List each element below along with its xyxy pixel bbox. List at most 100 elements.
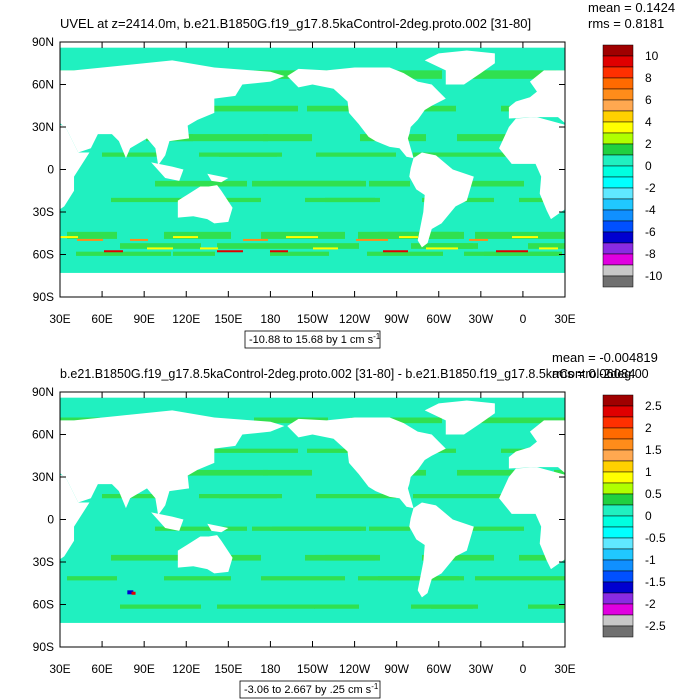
field-patch bbox=[173, 251, 215, 256]
x-tick-label: 90E bbox=[133, 662, 154, 676]
y-tick-label: 60S bbox=[33, 598, 54, 612]
x-tick-label: 120E bbox=[172, 312, 200, 326]
y-tick-label: 0 bbox=[47, 163, 54, 177]
field-patch bbox=[411, 604, 473, 609]
field-patch bbox=[131, 591, 136, 595]
land bbox=[60, 410, 285, 516]
field-patch bbox=[252, 526, 361, 531]
field-patch bbox=[314, 604, 359, 609]
y-tick-label: 90N bbox=[32, 385, 54, 399]
field-patch bbox=[305, 554, 375, 561]
field-patch bbox=[496, 250, 528, 253]
colorbar-box bbox=[602, 405, 634, 418]
colorbar-label: -8 bbox=[645, 247, 656, 261]
y-tick-label: 60N bbox=[32, 78, 54, 92]
field-patch bbox=[104, 250, 123, 253]
colorbar-box bbox=[602, 77, 634, 90]
field-patch bbox=[173, 236, 198, 239]
x-tick-label: 150E bbox=[214, 662, 242, 676]
colorbar-box bbox=[602, 154, 634, 167]
colorbar-box bbox=[602, 482, 634, 495]
x-tick-label: 90W bbox=[384, 662, 409, 676]
colorbar-box bbox=[602, 55, 634, 68]
field-patch bbox=[457, 134, 540, 142]
x-tick-label: 120W bbox=[339, 662, 371, 676]
x-tick-label: 180 bbox=[260, 662, 280, 676]
y-tick-label: 90N bbox=[32, 35, 54, 49]
field-patch bbox=[243, 238, 268, 241]
field-patch bbox=[448, 417, 556, 424]
colorbar-box bbox=[602, 132, 634, 145]
field-patch bbox=[199, 494, 277, 499]
field-patch bbox=[217, 250, 243, 253]
field-patch bbox=[270, 250, 288, 253]
colorbar-box bbox=[602, 176, 634, 189]
field-patch bbox=[164, 231, 231, 239]
field-patch bbox=[356, 238, 388, 241]
field-patch bbox=[60, 236, 78, 239]
field-patch bbox=[519, 554, 565, 561]
rms-label: rms = 0.8181 bbox=[588, 16, 664, 31]
colorbar-box bbox=[602, 253, 634, 266]
mean-label: mean = 0.1424 bbox=[588, 0, 675, 15]
land bbox=[177, 185, 233, 224]
field-patch bbox=[166, 469, 268, 476]
field-patch bbox=[554, 469, 565, 476]
info-text: -10.88 to 15.68 by 1 cm s-1 bbox=[249, 332, 381, 346]
land bbox=[207, 173, 229, 183]
field-patch bbox=[263, 134, 312, 142]
land bbox=[683, 535, 700, 573]
info-superscript: -1 bbox=[373, 332, 381, 341]
colorbar-box bbox=[602, 44, 634, 57]
colorbar-box bbox=[602, 220, 634, 233]
land bbox=[508, 420, 565, 474]
y-tick-label: 30S bbox=[33, 555, 54, 569]
colorbar-label: 2 bbox=[645, 421, 652, 435]
field-patch bbox=[217, 243, 315, 249]
field-patch bbox=[367, 251, 443, 256]
x-tick-label: 180 bbox=[260, 312, 280, 326]
x-tick-label: 30E bbox=[554, 662, 575, 676]
land bbox=[424, 50, 495, 85]
field-patch bbox=[475, 231, 565, 239]
colorbar-box bbox=[602, 548, 634, 561]
y-tick-label: 30N bbox=[32, 470, 54, 484]
colorbar-box bbox=[602, 394, 634, 407]
field-patch bbox=[316, 494, 396, 499]
field-patch bbox=[77, 238, 103, 241]
field-patch bbox=[528, 243, 565, 249]
field-patch bbox=[426, 247, 458, 250]
land bbox=[508, 70, 565, 124]
field-patch bbox=[155, 526, 247, 531]
colorbar-box bbox=[602, 603, 634, 616]
info-box bbox=[244, 330, 381, 349]
field-patch bbox=[67, 576, 117, 581]
land bbox=[499, 467, 565, 570]
x-tick-label: 30E bbox=[49, 312, 70, 326]
colorbar-label: -6 bbox=[645, 225, 656, 239]
colorbar-box bbox=[602, 275, 634, 288]
field bbox=[60, 397, 700, 623]
colorbar-box bbox=[602, 165, 634, 178]
field-patch bbox=[217, 604, 315, 609]
colorbar-box bbox=[602, 121, 634, 134]
y-tick-label: 30N bbox=[32, 120, 54, 134]
colorbar-box bbox=[602, 592, 634, 605]
x-tick-label: 150W bbox=[297, 312, 329, 326]
colorbar-box bbox=[602, 471, 634, 484]
colorbar-box bbox=[602, 231, 634, 244]
y-tick-label: 90S bbox=[33, 290, 54, 304]
colorbar-box bbox=[602, 209, 634, 222]
x-tick-label: 30W bbox=[468, 312, 493, 326]
info-superscript: -1 bbox=[371, 682, 379, 691]
colorbar-box bbox=[602, 99, 634, 112]
colorbar-box bbox=[602, 537, 634, 550]
field-patch bbox=[358, 576, 459, 581]
field-patch bbox=[111, 197, 217, 203]
colorbar-box bbox=[602, 515, 634, 528]
rms-label: rms = 0.06084 bbox=[552, 366, 635, 381]
colorbar-label: 2.5 bbox=[645, 399, 662, 413]
colorbar-label: 1 bbox=[645, 465, 652, 479]
colorbar-box bbox=[602, 416, 634, 429]
colorbar-box bbox=[602, 559, 634, 572]
